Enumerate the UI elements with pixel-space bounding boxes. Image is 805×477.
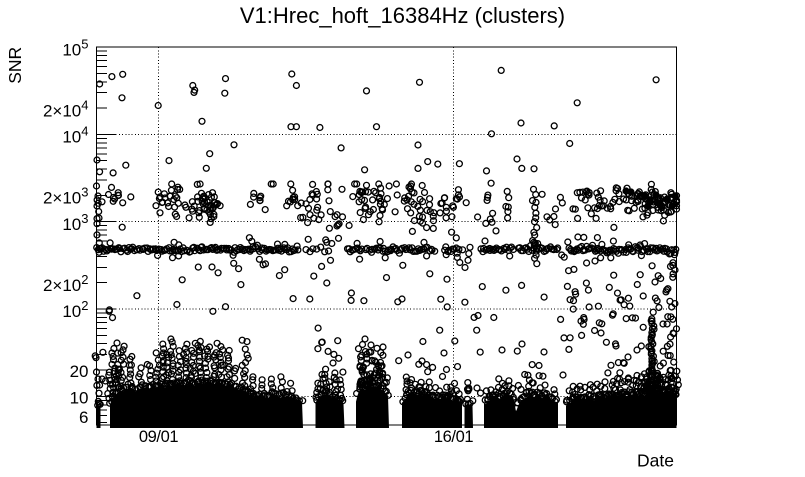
svg-text:2×103: 2×103 bbox=[43, 185, 89, 208]
svg-text:09/01: 09/01 bbox=[139, 428, 179, 446]
svg-text:6: 6 bbox=[79, 408, 88, 427]
svg-text:10: 10 bbox=[70, 389, 89, 408]
svg-text:20: 20 bbox=[70, 362, 89, 381]
svg-text:V1:Hrec_hoft_16384Hz (clusters: V1:Hrec_hoft_16384Hz (clusters) bbox=[240, 3, 565, 28]
svg-text:16/01: 16/01 bbox=[434, 428, 474, 446]
svg-text:2×102: 2×102 bbox=[43, 272, 89, 295]
svg-text:SNR: SNR bbox=[5, 47, 25, 84]
svg-text:2×104: 2×104 bbox=[43, 97, 89, 120]
svg-text:Date: Date bbox=[637, 450, 674, 470]
